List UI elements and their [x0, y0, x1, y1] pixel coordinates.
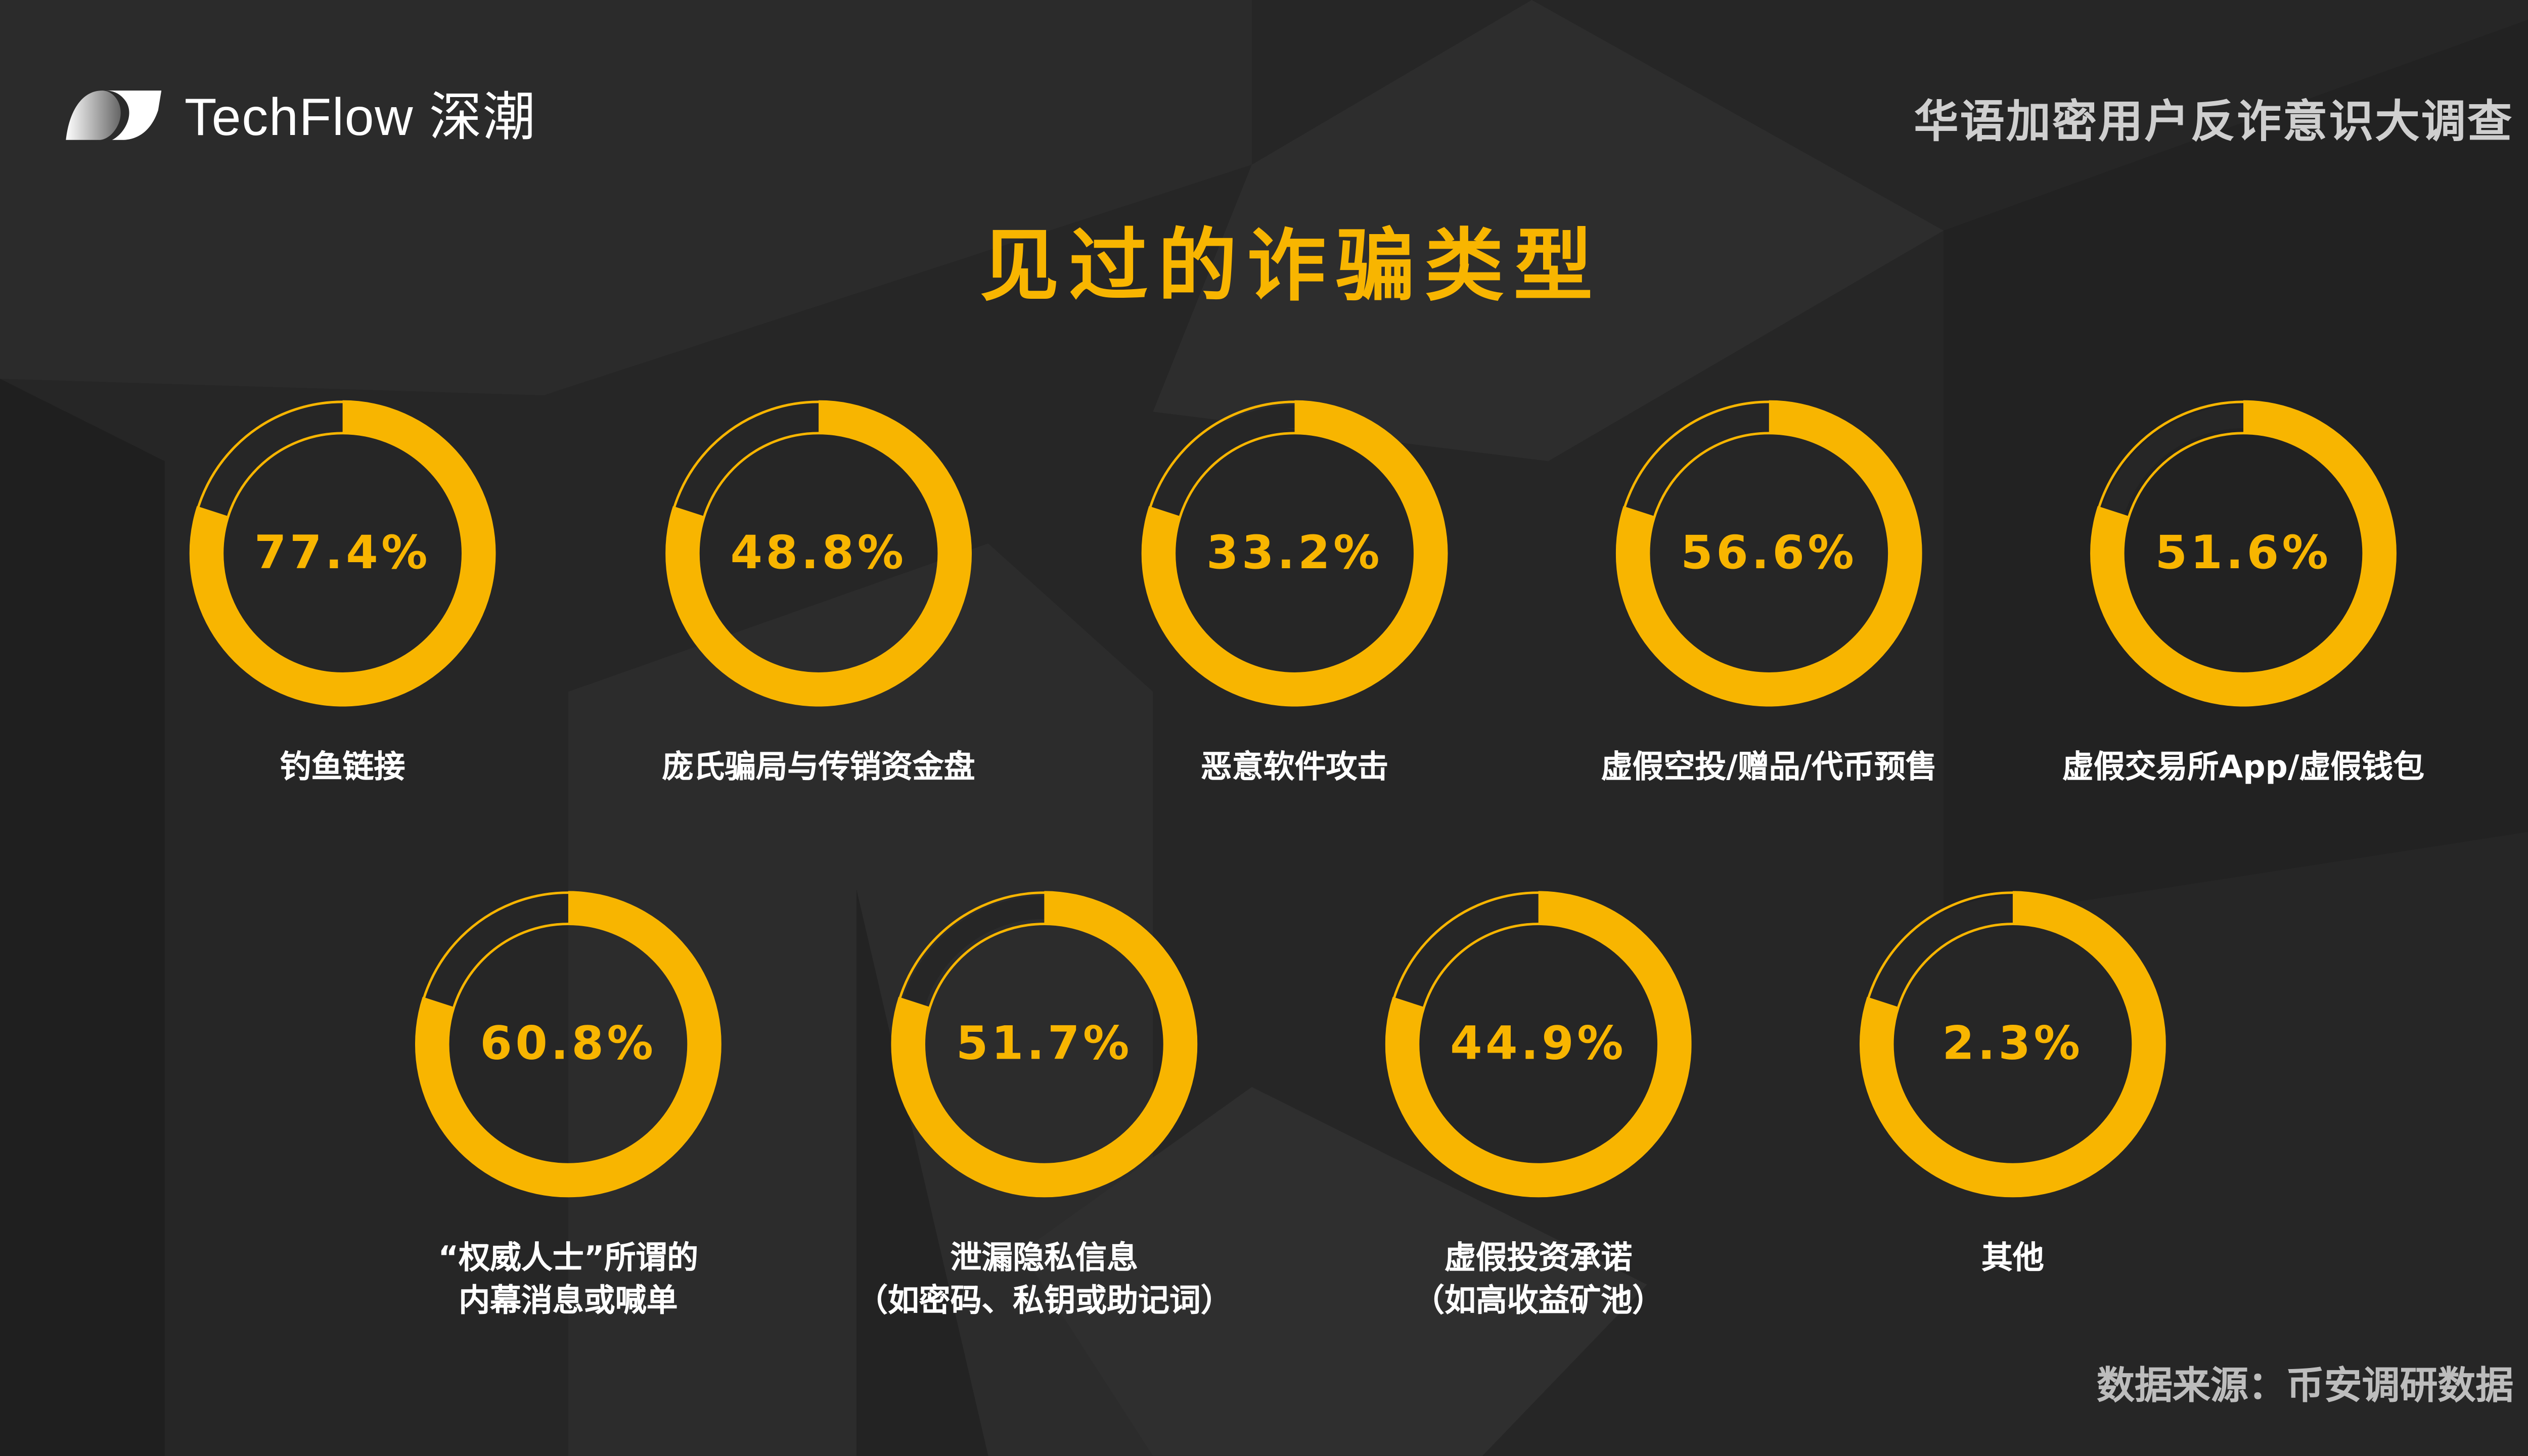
- donut-ring: [415, 891, 721, 1198]
- donut-remainder-arc: [1872, 896, 2013, 1006]
- donut-percent-label: 51.7%: [956, 1016, 1133, 1071]
- donut-item: 60.8% “权威人士”所谓的 内幕消息或喊单: [321, 891, 815, 1323]
- donut-item: 44.9% 虚假投资承诺 （如高收益矿池）: [1291, 891, 1785, 1323]
- label-line-1: 钓鱼链接: [280, 749, 405, 786]
- chart-title: 见过的诈骗类型: [980, 220, 1603, 313]
- donut-percent-label: 44.9%: [1450, 1016, 1627, 1071]
- survey-title: 华语加密用户反诈意识大调查: [1914, 97, 2514, 149]
- donut-remainder-arc: [903, 896, 1045, 1006]
- label-line-2: （如密码、私钥或助记词）: [856, 1283, 1232, 1320]
- label-line-1: 恶意软件攻击: [1200, 749, 1389, 786]
- donut-category-label: 虚假交易所App/虚假钱包: [1996, 746, 2490, 789]
- donut-remainder-arc: [2102, 405, 2243, 515]
- donut-ring: [1859, 891, 2166, 1198]
- label-line-1: 虚假交易所App/虚假钱包: [2062, 749, 2425, 786]
- donut-category-label: 其他: [1766, 1237, 2260, 1280]
- donut-percent-label: 33.2%: [1206, 525, 1383, 580]
- donut-percent-label: 51.6%: [2155, 525, 2332, 580]
- donut-category-label: 虚假投资承诺 （如高收益矿池）: [1291, 1237, 1785, 1323]
- donut-item: 56.6% 虚假空投/赠品/代币预售: [1522, 400, 2016, 789]
- donut-item: 33.2% 恶意软件攻击: [1048, 400, 1542, 789]
- label-line-2: （如高收益矿池）: [1413, 1283, 1664, 1320]
- donut-item: 77.4% 钓鱼链接: [96, 400, 590, 789]
- donut-ring: [1141, 400, 1448, 707]
- donut-ring: [189, 400, 496, 707]
- donut-remainder-arc: [1397, 896, 1539, 1006]
- donut-ring: [2090, 400, 2397, 707]
- donut-percent-label: 2.3%: [1942, 1016, 2084, 1071]
- label-line-2: 内幕消息或喊单: [459, 1283, 678, 1320]
- donut-category-label: “权威人士”所谓的 内幕消息或喊单: [321, 1237, 815, 1323]
- donut-ring: [665, 400, 972, 707]
- donut-item: 48.8% 庞氏骗局与传销资金盘: [571, 400, 1065, 789]
- donut-category-label: 钓鱼链接: [96, 746, 590, 789]
- logo-text: TechFlow 深潮: [184, 87, 536, 147]
- label-line-1: 泄漏隐私信息: [950, 1240, 1139, 1277]
- label-line-1: 虚假空投/赠品/代币预售: [1601, 749, 1937, 786]
- donut-item: 51.7% 泄漏隐私信息 （如密码、私钥或助记词）: [797, 891, 1291, 1323]
- donut-percent-label: 60.8%: [480, 1016, 657, 1071]
- techflow-logo: TechFlow 深潮: [63, 76, 536, 152]
- donut-ring: [891, 891, 1198, 1198]
- label-line-1: 其他: [1981, 1240, 2044, 1277]
- donut-ring: [1385, 891, 1692, 1198]
- donut-ring: [1615, 400, 1922, 707]
- label-line-1: 庞氏骗局与传销资金盘: [662, 749, 975, 786]
- donut-item: 51.6% 虚假交易所App/虚假钱包: [1996, 400, 2490, 789]
- donut-category-label: 泄漏隐私信息 （如密码、私钥或助记词）: [797, 1237, 1291, 1323]
- donut-category-label: 庞氏骗局与传销资金盘: [571, 746, 1065, 789]
- donut-percent-label: 56.6%: [1681, 525, 1858, 580]
- donut-remainder-arc: [201, 405, 343, 515]
- donut-category-label: 恶意软件攻击: [1048, 746, 1542, 789]
- donut-remainder-arc: [427, 896, 568, 1006]
- donut-remainder-arc: [678, 405, 819, 515]
- label-line-1: 虚假投资承诺: [1444, 1240, 1633, 1277]
- label-line-1: “权威人士”所谓的: [438, 1240, 699, 1277]
- donut-remainder-arc: [1153, 405, 1295, 515]
- donut-category-label: 虚假空投/赠品/代币预售: [1522, 746, 2016, 789]
- logo-mark-icon: [66, 90, 162, 140]
- data-source: 数据来源：币安调研数据: [2097, 1365, 2514, 1408]
- donut-item: 2.3% 其他: [1766, 891, 2260, 1280]
- donut-percent-label: 77.4%: [254, 525, 431, 580]
- donut-percent-label: 48.8%: [730, 525, 907, 580]
- donut-remainder-arc: [1628, 405, 1769, 515]
